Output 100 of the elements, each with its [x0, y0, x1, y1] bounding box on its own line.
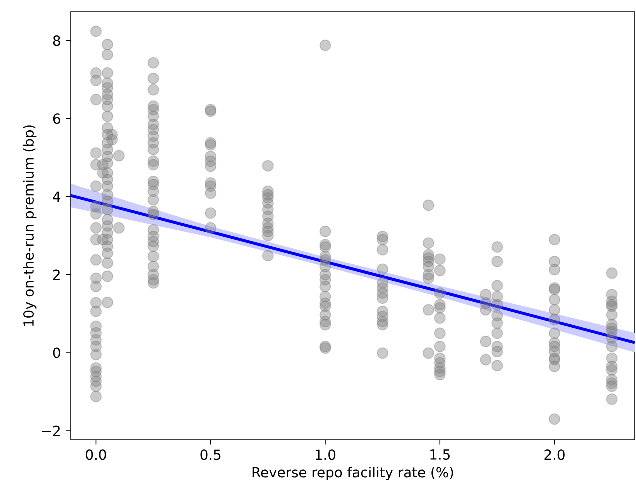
point: [606, 309, 618, 321]
point: [90, 280, 102, 292]
point: [606, 380, 618, 392]
point: [377, 244, 389, 256]
point: [102, 39, 114, 50]
point: [606, 364, 618, 376]
point: [102, 296, 114, 308]
point: [148, 240, 160, 252]
point: [320, 280, 332, 292]
x-tick-label: 1.5: [430, 450, 450, 460]
point: [492, 328, 504, 340]
point: [492, 280, 504, 292]
point: [90, 208, 102, 220]
point: [422, 272, 434, 284]
point: [492, 360, 504, 372]
point: [434, 328, 446, 340]
point: [434, 312, 446, 324]
point: [102, 68, 114, 79]
point: [148, 209, 160, 221]
point: [205, 188, 217, 200]
point: [422, 200, 434, 212]
x-tick-label: 0.0: [86, 450, 106, 460]
point: [90, 254, 102, 266]
point: [90, 74, 102, 86]
point: [262, 250, 274, 262]
x-tick-label: 2.0: [544, 450, 565, 460]
point: [549, 414, 560, 426]
point: [492, 256, 504, 268]
point: [422, 348, 434, 360]
x-tick-label: 1.0: [316, 450, 336, 460]
point: [320, 226, 332, 238]
point: [148, 72, 160, 84]
point: [148, 57, 160, 69]
point: [549, 328, 560, 340]
point: [320, 40, 332, 52]
point: [90, 306, 102, 318]
point: [102, 100, 114, 112]
point: [434, 302, 446, 314]
point: [434, 341, 446, 352]
point: [102, 158, 114, 170]
point: [113, 222, 125, 234]
point: [148, 250, 160, 262]
point: [377, 234, 389, 246]
point: [148, 194, 160, 206]
point: [377, 264, 389, 276]
point: [480, 354, 492, 366]
point: [90, 147, 102, 159]
point: [90, 349, 102, 361]
point: [90, 380, 102, 392]
point: [148, 277, 160, 289]
y-tick-label: −2: [42, 426, 60, 436]
y-tick-label: 0: [53, 348, 60, 358]
point: [148, 84, 160, 96]
point: [480, 336, 492, 348]
point: [377, 292, 389, 304]
point: [606, 268, 618, 280]
point: [102, 270, 114, 282]
point: [205, 222, 217, 234]
y-tick-label: 4: [53, 192, 61, 202]
point: [492, 346, 504, 358]
point: [549, 314, 560, 326]
point: [549, 234, 560, 246]
point: [422, 238, 434, 250]
y-tick-label: 2: [54, 270, 60, 280]
point: [320, 242, 332, 253]
point: [113, 150, 125, 162]
point: [102, 49, 114, 61]
point: [480, 304, 492, 316]
point: [102, 258, 114, 269]
point: [205, 208, 217, 220]
point: [377, 348, 389, 360]
point: [377, 319, 389, 331]
point: [434, 264, 446, 276]
point: [90, 390, 102, 402]
point: [148, 159, 160, 171]
point: [205, 160, 217, 172]
point: [262, 230, 274, 242]
point: [434, 288, 446, 300]
point: [102, 110, 114, 122]
point: [492, 318, 504, 330]
point: [492, 242, 504, 253]
point: [90, 222, 102, 234]
point: [606, 341, 618, 352]
point: [90, 26, 102, 38]
x-axis-title: Reverse repo facility rate (%): [252, 467, 454, 480]
point: [148, 144, 160, 156]
y-tick-label: 8: [53, 36, 60, 46]
point: [549, 304, 560, 316]
point: [606, 394, 618, 406]
point: [434, 369, 446, 381]
point: [106, 134, 118, 146]
point: [434, 254, 446, 266]
point: [90, 180, 102, 192]
point: [422, 304, 434, 316]
point: [262, 160, 274, 172]
point: [549, 360, 560, 372]
x-tick-label: 0.5: [200, 450, 221, 460]
point: [549, 294, 560, 306]
point: [549, 264, 560, 276]
point: [102, 204, 114, 216]
